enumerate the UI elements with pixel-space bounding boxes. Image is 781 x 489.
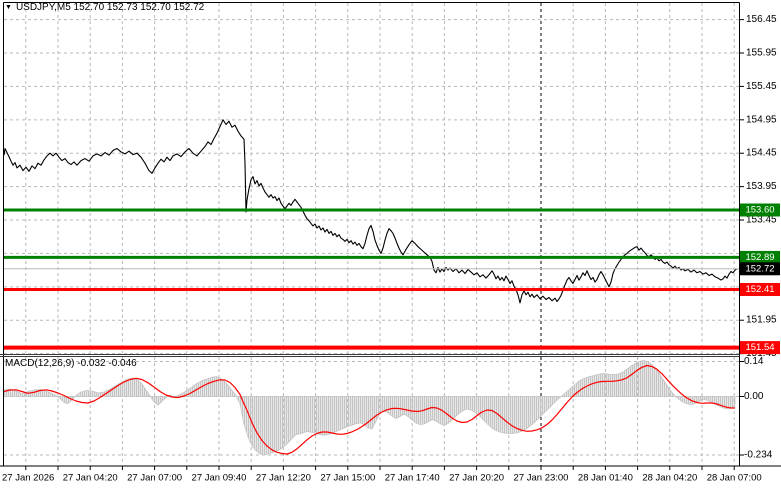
price-tick-label: 153.45 xyxy=(746,215,777,226)
time-tick-label: 27 Jan 20:20 xyxy=(449,473,504,484)
grid-lines xyxy=(4,3,739,465)
price-tick-label: 154.95 xyxy=(746,114,777,125)
price-badge xyxy=(740,341,780,355)
price-tick-label: 153.95 xyxy=(746,181,777,192)
macd-tick-label: -0.234 xyxy=(744,450,773,461)
price-badge-label: 152.41 xyxy=(745,284,774,295)
price-badge-label: 153.60 xyxy=(745,205,774,216)
price-badge xyxy=(740,282,780,296)
price-badge-label: 151.54 xyxy=(745,342,774,353)
price-badge xyxy=(740,250,780,264)
symbol-title: ▼ USDJPY,M5 152.70 152.73 152.70 152.72 xyxy=(5,2,204,13)
time-tick-label: 28 Jan 07:00 xyxy=(707,473,762,484)
time-tick-label: 27 Jan 07:00 xyxy=(127,473,182,484)
macd-histogram xyxy=(4,360,736,456)
time-axis[interactable] xyxy=(0,467,781,489)
time-tick-label: 27 Jan 15:00 xyxy=(320,473,375,484)
price-axis[interactable] xyxy=(740,0,781,466)
price-badge xyxy=(740,262,780,276)
time-tick-label: 27 Jan 2026 xyxy=(2,473,54,484)
time-tick-label: 27 Jan 09:40 xyxy=(192,473,247,484)
time-axis-labels: 27 Jan 2026 27 Jan 04:20 27 Jan 07:00 27 Ja… xyxy=(2,466,762,484)
symbol-ohlc-label: USDJPY,M5 152.70 152.73 152.70 152.72 xyxy=(15,2,205,13)
price-tick-label: 155.45 xyxy=(746,81,777,92)
time-tick-label: 28 Jan 04:20 xyxy=(642,473,697,484)
time-tick-label: 28 Jan 01:40 xyxy=(578,473,633,484)
price-badges: 153.60 152.89152.72 152.41 151.54 xyxy=(740,203,780,355)
macd-indicator-label: MACD(12,26,9) -0.032 -0.046 xyxy=(5,358,137,369)
macd-signal-line xyxy=(4,364,735,455)
price-line xyxy=(4,119,738,304)
price-tick-label: 156.45 xyxy=(746,14,777,25)
price-badge xyxy=(740,203,780,217)
main-chart-pane[interactable] xyxy=(4,3,739,354)
chart-menu-arrow-icon[interactable]: ▼ xyxy=(5,3,12,11)
macd-tick-label: 0.00 xyxy=(744,391,764,402)
time-tick-label: 27 Jan 17:40 xyxy=(385,473,440,484)
time-tick-label: 27 Jan 12:20 xyxy=(256,473,311,484)
pane-borders xyxy=(0,2,781,467)
macd-tick-label: 0.14 xyxy=(744,356,764,367)
macd-pane[interactable] xyxy=(4,357,739,466)
price-tick-label: 151.95 xyxy=(746,315,777,326)
price-tick-label: 155.95 xyxy=(746,48,777,59)
horizontal-level-lines xyxy=(4,208,739,350)
price-plot xyxy=(4,119,738,304)
price-tick-label: 154.45 xyxy=(746,148,777,159)
time-tick-label: 27 Jan 23:00 xyxy=(514,473,569,484)
price-badge-label: 152.89 xyxy=(745,252,774,263)
macd-plot xyxy=(4,360,736,456)
price-badge-label: 152.72 xyxy=(745,263,774,274)
time-tick-label: 27 Jan 04:20 xyxy=(63,473,118,484)
